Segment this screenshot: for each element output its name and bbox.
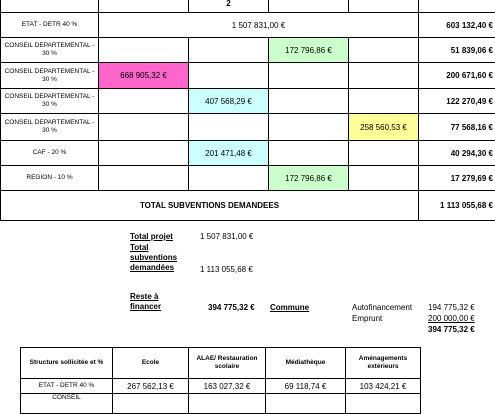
value: 200 000,00 € [428, 314, 475, 323]
amount: 1 507 831,00 € [99, 13, 419, 38]
header: ALAE/ Restauration scolaire [189, 348, 266, 379]
total-label: TOTAL SUBVENTIONS DEMANDEES [1, 191, 419, 221]
amount: 201 471,48 € [189, 141, 269, 166]
label: Autofinancement [352, 303, 412, 312]
value: 1 113 055,68 € [200, 265, 253, 274]
row-total: 77 568,16 € [419, 114, 495, 141]
row-total: 200 671,60 € [419, 63, 495, 89]
header: Ecole [113, 348, 189, 379]
value: 1 507 831,00 € [200, 232, 253, 241]
label: Reste à financer [130, 292, 180, 312]
row-total: 603 132,40 € [419, 13, 495, 38]
row-label: CONSEIL DEPARTEMENTAL - 30 % [1, 89, 99, 114]
total-value: 1 113 055,68 € [419, 191, 495, 221]
amount: 668 905,32 € [99, 63, 189, 89]
row-label: CONSEIL DEPARTEMENTAL - 30 % [1, 114, 99, 141]
label: Commune [270, 303, 309, 312]
row-label: CONSEIL DEPARTEMENTAL - 30 % [1, 63, 99, 89]
row-label: CONSEIL [21, 394, 113, 414]
cell: 69 118,74 € [266, 379, 346, 394]
row-total: 51 839,06 € [419, 38, 495, 63]
amount: 258 560,53 € [349, 114, 419, 141]
label: Emprunt [352, 314, 382, 323]
row-total: 17 279,69 € [419, 166, 495, 191]
row-total: 122 270,49 € [419, 89, 495, 114]
cell: 103 424,21 € [346, 379, 421, 394]
amount: 172 796,86 € [269, 38, 349, 63]
value: 194 775,32 € [428, 303, 475, 312]
page: 2 ETAT - DETR 40 %1 507 831,00 €603 132,… [0, 0, 495, 400]
value: 394 775,32 € [428, 325, 475, 334]
subsidy-table: 2 ETAT - DETR 40 %1 507 831,00 €603 132,… [0, 0, 495, 221]
amount: 172 796,86 € [269, 166, 349, 191]
row-label: CAF - 20 % [1, 141, 99, 166]
structure-table: Structure sollicitée et % Ecole ALAE/ Re… [20, 347, 421, 414]
amount: 407 568,29 € [189, 89, 269, 114]
row-label: CONSEIL DEPARTEMENTAL - 30 % [1, 38, 99, 63]
cell: 163 027,32 € [189, 379, 266, 394]
label: Total projet [130, 232, 173, 241]
header: Structure sollicitée et % [21, 348, 113, 379]
row-total: 40 294,30 € [419, 141, 495, 166]
cell: 267 562,13 € [113, 379, 189, 394]
header: Aménagements extérieurs [346, 348, 421, 379]
row-label: ETAT - DETR 40 % [1, 13, 99, 38]
header: Médiathèque [266, 348, 346, 379]
label: Total subventions demandées [130, 243, 190, 273]
value: 394 775,32 € [208, 303, 255, 312]
header-fragment: 2 [189, 0, 269, 13]
row-label: ETAT - DETR 40 % [21, 379, 113, 394]
row-label: REGION - 10 % [1, 166, 99, 191]
